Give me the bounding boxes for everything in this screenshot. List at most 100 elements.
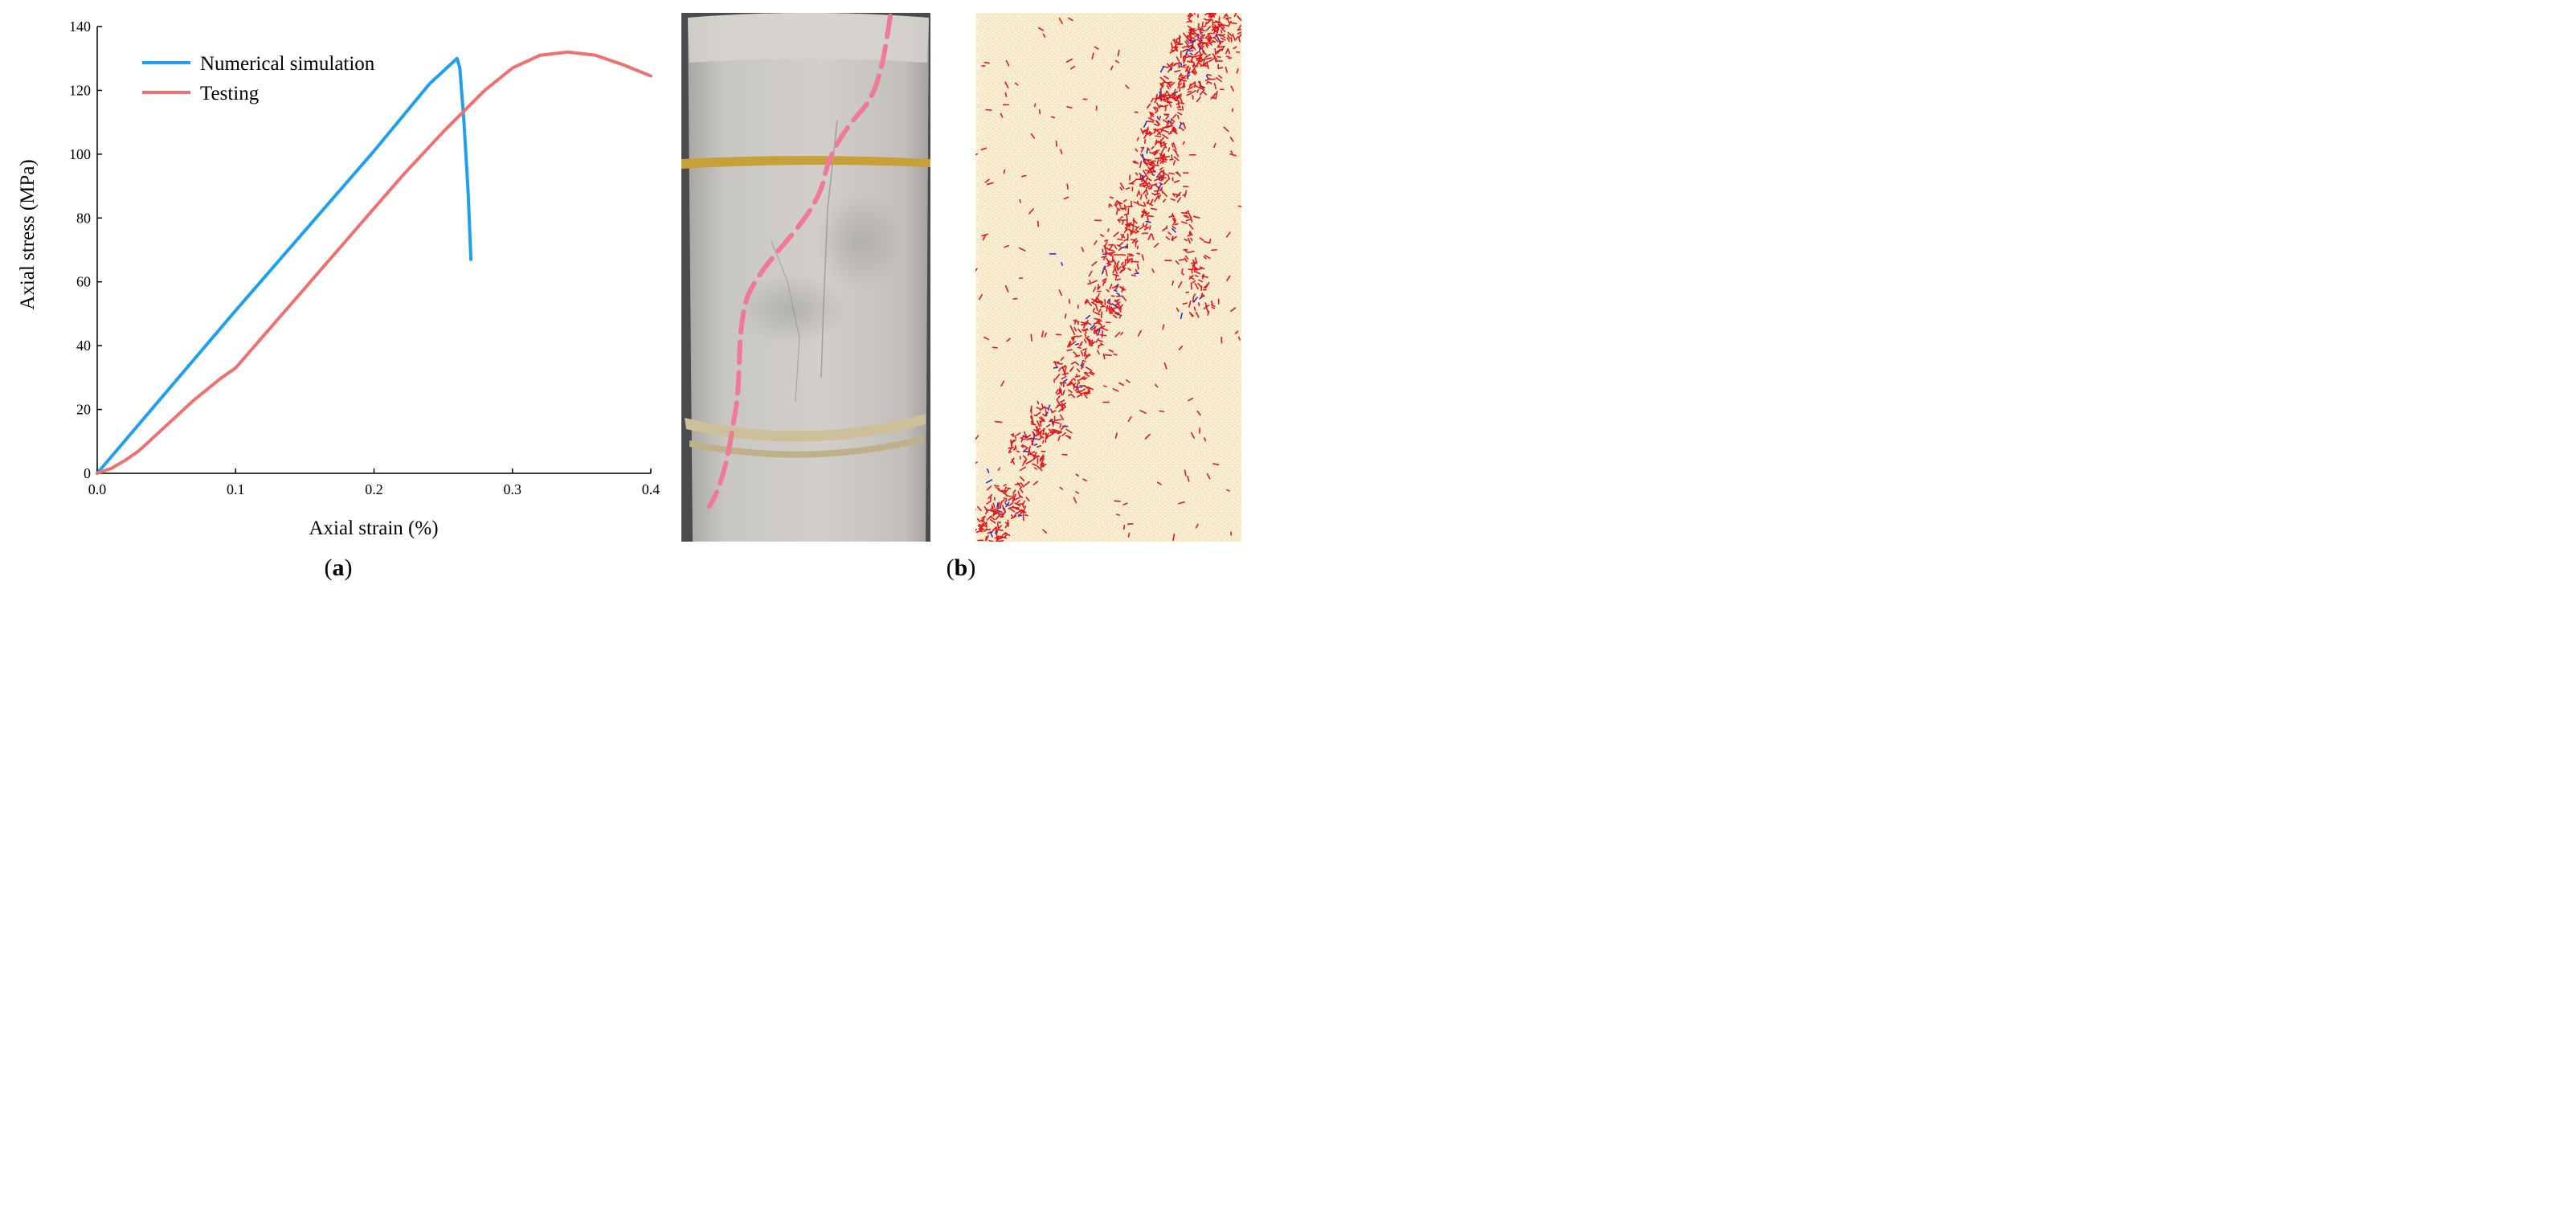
particle (1078, 59, 1084, 64)
particle (985, 42, 991, 47)
particle (1078, 215, 1084, 221)
particle (1016, 294, 1022, 300)
particle (1045, 215, 1050, 221)
particle (1221, 300, 1227, 305)
particle (983, 125, 988, 131)
particle (1126, 288, 1131, 294)
particle (994, 238, 1000, 243)
particle (1180, 294, 1185, 300)
particle (977, 182, 983, 187)
particle (1024, 131, 1030, 137)
particle (1233, 277, 1238, 283)
particle (1101, 215, 1106, 221)
particle (1123, 92, 1129, 98)
particle (985, 198, 991, 204)
particle (996, 131, 1002, 137)
particle (1075, 142, 1081, 148)
particle (1086, 255, 1092, 260)
particle (979, 31, 985, 36)
particle (1103, 198, 1109, 204)
particle (1208, 137, 1213, 142)
particle (1165, 266, 1171, 272)
particle (1193, 165, 1199, 170)
particle (1236, 238, 1241, 243)
particle (1058, 243, 1064, 249)
particle (1036, 76, 1041, 81)
crack-segment (1114, 274, 1118, 280)
particle (1022, 272, 1028, 277)
particle (1024, 198, 1030, 204)
particle (1103, 210, 1109, 215)
particle (1081, 87, 1086, 92)
particle (1092, 76, 1098, 81)
particle (1084, 182, 1090, 187)
particle (991, 210, 996, 215)
particle (1199, 176, 1204, 182)
particle (1047, 300, 1053, 305)
particle (994, 114, 1000, 120)
particle (1148, 76, 1154, 81)
particle (1045, 283, 1050, 288)
particle (1180, 215, 1185, 221)
particle (1033, 59, 1039, 64)
particle (1047, 98, 1053, 104)
particle (1126, 176, 1131, 182)
particle (1230, 182, 1236, 187)
particle (1013, 198, 1019, 204)
particle (1022, 36, 1028, 42)
particle (1022, 47, 1028, 53)
particle (1095, 159, 1101, 165)
specimen-fine-crack-2 (771, 240, 800, 403)
particle (979, 108, 985, 114)
particle (1188, 176, 1193, 182)
particle (1002, 300, 1008, 305)
particle (1114, 277, 1120, 283)
particle (1011, 70, 1016, 76)
particle (1058, 255, 1064, 260)
particle (1221, 210, 1227, 215)
particle (1086, 176, 1092, 182)
particle (1036, 142, 1041, 148)
particle (985, 64, 991, 70)
particle (1216, 277, 1221, 283)
crack-segment (997, 539, 1004, 542)
particle (1159, 210, 1165, 215)
particle (1016, 47, 1022, 53)
particle (1098, 243, 1103, 249)
particle (1013, 18, 1019, 24)
particle (1159, 221, 1165, 227)
particle (1106, 36, 1112, 42)
particle (1024, 153, 1030, 159)
particle (1101, 81, 1106, 87)
particle (1191, 193, 1196, 198)
particle (979, 131, 985, 137)
particle (1188, 187, 1193, 193)
particle (1112, 114, 1118, 120)
particle (1123, 59, 1129, 64)
particle (996, 300, 1002, 305)
particle (1041, 108, 1047, 114)
particle (1118, 24, 1123, 30)
particle (1106, 227, 1112, 232)
particle (1092, 42, 1098, 47)
particle (1090, 114, 1095, 120)
particle (1000, 47, 1005, 53)
particle (1028, 103, 1033, 108)
particle (1146, 81, 1151, 87)
particle (1005, 24, 1011, 30)
particle (1098, 153, 1103, 159)
particle (1216, 120, 1221, 125)
particle (1221, 53, 1227, 59)
particle (1013, 42, 1019, 47)
particle (1182, 176, 1188, 182)
particle (1159, 18, 1165, 24)
particle (1002, 187, 1008, 193)
particle (1146, 204, 1151, 210)
particle (1095, 24, 1101, 30)
particle (1022, 204, 1028, 210)
particle (1008, 198, 1013, 204)
particle (983, 103, 988, 108)
particle (1047, 153, 1053, 159)
particle (1140, 260, 1146, 266)
particle (1131, 266, 1137, 272)
